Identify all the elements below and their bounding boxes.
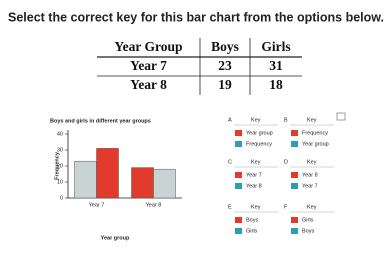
option-letter: D	[284, 159, 288, 165]
option-letter: B	[284, 117, 288, 123]
key-label: Year group	[302, 141, 329, 147]
option-letter: E	[228, 204, 232, 210]
key-title: Key	[251, 204, 261, 210]
question: Select the correct key for this bar char…	[8, 10, 384, 24]
table-cell: 23	[218, 58, 232, 73]
table-cell: 18	[269, 77, 283, 92]
y-tick-label: 20	[57, 163, 63, 169]
y-tick-label: 30	[57, 147, 63, 153]
key-label: Year group	[246, 130, 273, 136]
chart: Boys and girls in different year groups F…	[50, 118, 182, 241]
key-label: Year 7	[246, 172, 262, 178]
key-label: Year 8	[246, 183, 262, 189]
key-title: Key	[307, 204, 317, 210]
key-swatch	[291, 228, 298, 234]
key-title: Key	[307, 159, 317, 165]
table-cell: Year 7	[130, 58, 167, 73]
option-letter: F	[284, 204, 288, 210]
table-cell: 19	[218, 77, 232, 92]
key-swatch	[291, 130, 298, 136]
options: A Key Year group Frequency B Key Frequency Year…	[228, 117, 334, 234]
bar	[131, 167, 154, 199]
key-label: Frequency	[302, 130, 328, 136]
bar	[96, 148, 119, 199]
table: Year Group Boys Girls Year 7 23 31 Year 8 19 18	[97, 38, 302, 95]
key-swatch	[291, 141, 298, 147]
table-cell: Year 8	[130, 77, 167, 92]
key-label: Frequency	[246, 141, 272, 147]
key-swatch	[235, 141, 242, 147]
key-label: Year 7	[302, 183, 318, 189]
key-swatch	[235, 130, 242, 136]
x-tick-label: Year 8	[146, 202, 162, 208]
key-swatch	[291, 217, 298, 223]
x-tick-label: Year 7	[89, 202, 105, 208]
expand-icon	[336, 112, 346, 121]
y-tick-label: 10	[57, 179, 63, 185]
key-swatch	[235, 183, 242, 189]
table-header: Boys	[211, 39, 239, 54]
option-letter: C	[228, 159, 232, 165]
option-letter: A	[228, 117, 232, 123]
key-title: Key	[307, 117, 317, 123]
y-tick-label: 0	[60, 195, 63, 201]
y-axis-label: Frequency	[54, 151, 60, 180]
key-label: Girls	[246, 228, 258, 234]
key-title: Key	[251, 159, 261, 165]
x-axis-label: Year group	[101, 235, 130, 241]
key-swatch	[291, 172, 298, 178]
key-swatch	[235, 172, 242, 178]
key-label: Year 8	[302, 172, 318, 178]
bar	[74, 160, 97, 199]
key-swatch	[235, 217, 242, 223]
chart-title: Boys and girls in different year groups	[50, 118, 151, 124]
key-label: Girls	[302, 217, 314, 223]
key-swatch	[291, 183, 298, 189]
table-header: Girls	[261, 39, 290, 54]
y-tick-label: 40	[57, 131, 63, 137]
key-label: Boys	[246, 217, 258, 223]
table-cell: 31	[269, 58, 283, 73]
key-swatch	[235, 228, 242, 234]
table-header: Year Group	[114, 39, 182, 54]
bar	[153, 168, 176, 199]
key-title: Key	[251, 117, 261, 123]
key-label: Boys	[302, 228, 314, 234]
